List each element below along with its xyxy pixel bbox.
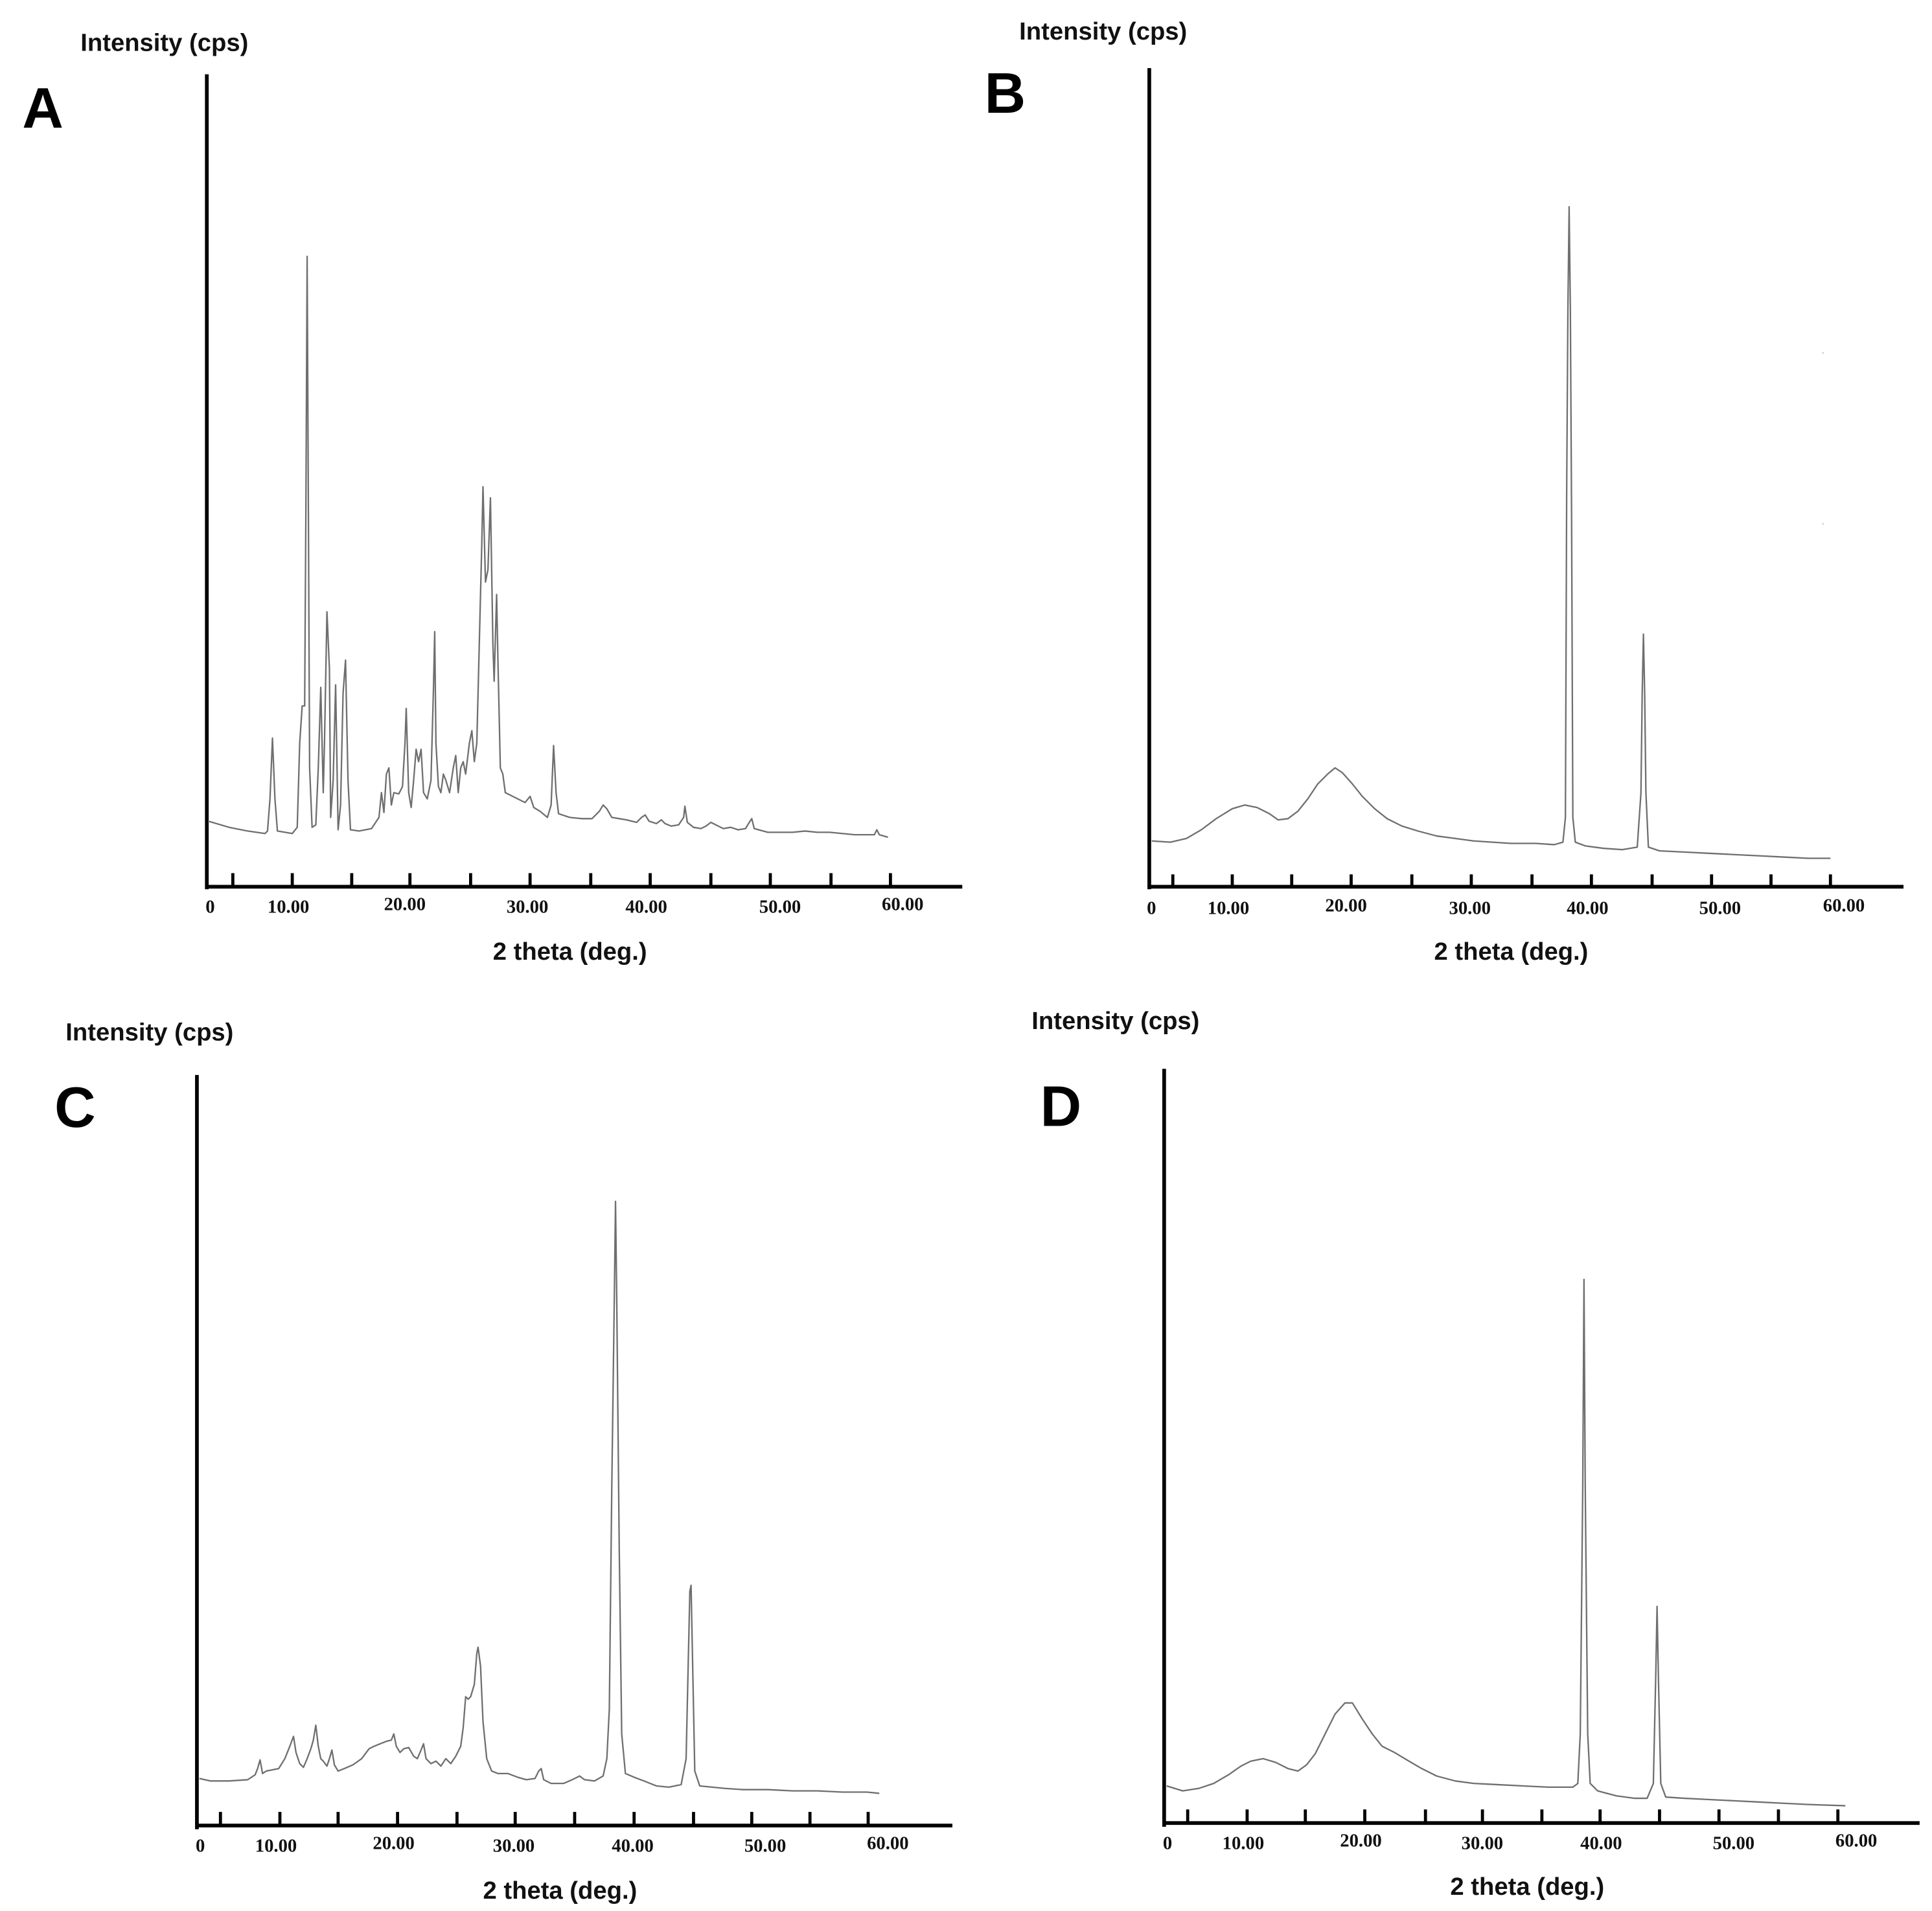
panel-letter: D [1041,1074,1081,1138]
svg-text:50.00: 50.00 [759,897,801,918]
xrd-trace-c [199,1200,880,1794]
svg-text:20.00: 20.00 [1325,896,1366,916]
svg-text:0: 0 [196,1835,205,1856]
svg-text:40.00: 40.00 [625,897,667,918]
svg-text:50.00: 50.00 [744,1835,786,1856]
svg-text:60.00: 60.00 [1823,896,1865,916]
svg-text:40.00: 40.00 [1567,898,1608,918]
svg-text:50.00: 50.00 [1699,898,1741,918]
x-axis-label: 2 theta (deg.) [1450,1873,1604,1901]
xrd-trace-b [1151,206,1831,859]
svg-text:20.00: 20.00 [373,1833,414,1853]
svg-text:30.00: 30.00 [1462,1833,1503,1853]
svg-text:50.00: 50.00 [1713,1833,1754,1853]
x-tick-labels: 0 10.00 20.00 30.00 40.00 50.00 60.00 [1147,896,1865,919]
y-axis-label: Intensity (cps) [80,29,248,56]
x-tick-labels: 0 10.00 20.00 30.00 40.00 50.00 60.00 [205,894,923,918]
x-axis-label: 2 theta (deg.) [1434,938,1589,966]
svg-text:60.00: 60.00 [1835,1831,1877,1851]
panel-letter: B [985,61,1026,125]
x-ticks [218,1812,870,1826]
svg-text:0: 0 [1163,1833,1172,1853]
xrd-trace-d [1166,1279,1846,1807]
panel-d: Intensity (cps) D 0 10.00 20.00 30.00 40… [1031,1007,1920,1901]
svg-text:30.00: 30.00 [1449,898,1491,918]
svg-text:20.00: 20.00 [1340,1831,1381,1851]
panel-letter: C [54,1075,95,1139]
x-axis-label: 2 theta (deg.) [483,1877,638,1905]
panel-a: Intensity (cps) A 0 10.00 20.00 30.00 40… [22,29,963,966]
x-ticks [1171,874,1832,887]
panel-b: Intensity (cps) B 0 10.00 20.00 30.00 40… [985,17,1904,966]
y-axis-label: Intensity (cps) [65,1018,233,1046]
svg-text:40.00: 40.00 [1580,1833,1622,1853]
panel-letter: A [22,76,63,140]
svg-text:10.00: 10.00 [268,897,309,918]
svg-text:30.00: 30.00 [493,1835,535,1856]
svg-text:60.00: 60.00 [867,1833,908,1853]
svg-text:40.00: 40.00 [612,1835,653,1856]
panel-c: Intensity (cps) C 0 10.00 20.00 30.00 40… [54,1018,952,1905]
svg-text:0: 0 [205,897,214,918]
svg-text:20.00: 20.00 [384,894,426,915]
svg-text:0: 0 [1147,898,1156,918]
svg-text:30.00: 30.00 [507,897,548,918]
xrd-trace-a [207,255,888,839]
svg-text:10.00: 10.00 [255,1835,297,1856]
x-ticks [231,873,892,887]
x-tick-labels: 0 10.00 20.00 30.00 40.00 50.00 60.00 [196,1833,909,1856]
svg-text:10.00: 10.00 [1223,1833,1264,1853]
svg-text:60.00: 60.00 [882,894,923,915]
x-tick-labels: 0 10.00 20.00 30.00 40.00 50.00 60.00 [1163,1831,1877,1854]
y-axis-label: Intensity (cps) [1031,1007,1199,1035]
x-axis-label: 2 theta (deg.) [493,938,647,966]
x-ticks [1186,1809,1840,1824]
y-axis-label: Intensity (cps) [1019,17,1187,45]
svg-text:10.00: 10.00 [1208,898,1249,918]
